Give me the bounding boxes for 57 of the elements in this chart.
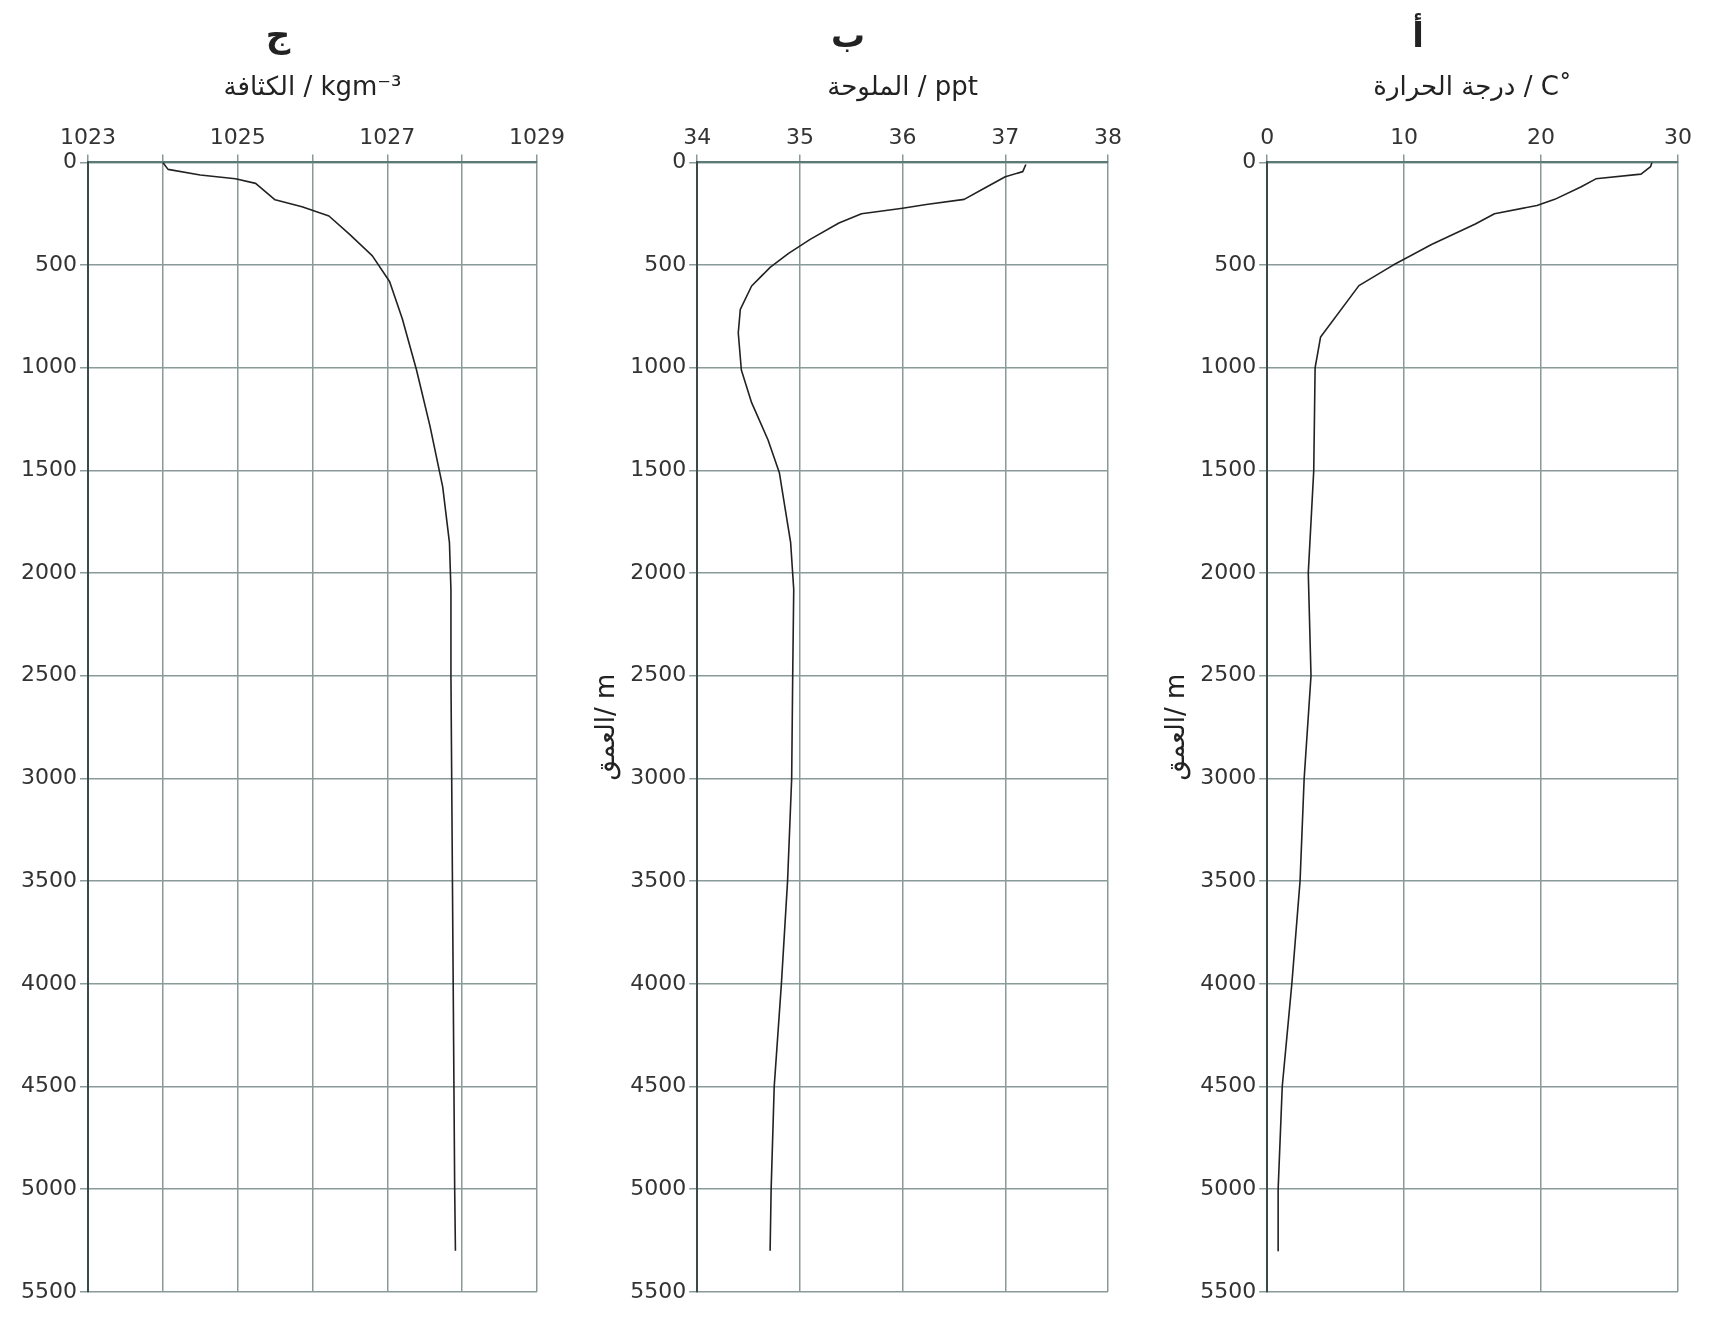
y-tick-label: 0 <box>672 148 687 174</box>
x-tick-label: 0 <box>1260 123 1275 149</box>
y-tick-label: 2000 <box>1200 558 1257 584</box>
x-tick-label: 1029 <box>509 123 566 149</box>
x-tick-label: 38 <box>1094 123 1122 149</box>
y-tick-label: 5000 <box>630 1174 687 1200</box>
y-tick-label: 5000 <box>20 1174 77 1200</box>
y-tick-label: 1000 <box>1200 353 1257 379</box>
chart-title: ب <box>830 15 866 56</box>
y-tick-label: 1000 <box>20 353 77 379</box>
y-tick-label: 4500 <box>20 1072 77 1098</box>
y-axis-title: العمق/ m <box>590 673 622 781</box>
y-tick-label: 1000 <box>630 353 687 379</box>
y-tick-label: 4500 <box>630 1072 687 1098</box>
y-tick-label: 3000 <box>20 764 77 790</box>
y-tick-label: 3000 <box>1200 764 1257 790</box>
y-tick-label: 2500 <box>630 661 687 687</box>
y-tick-label: 0 <box>62 148 77 174</box>
y-tick-label: 3500 <box>630 866 687 892</box>
y-tick-label: 1500 <box>630 456 687 482</box>
x-tick-label: 1023 <box>59 123 116 149</box>
y-tick-label: 3500 <box>20 866 77 892</box>
x-axis-title: الملوحة / ppt <box>827 71 978 103</box>
x-tick-label: 36 <box>888 123 917 149</box>
x-tick-label: 35 <box>785 123 814 149</box>
y-tick-label: 2000 <box>630 558 687 584</box>
y-tick-label: 4000 <box>630 969 687 995</box>
y-tick-label: 5500 <box>1200 1277 1257 1303</box>
chart-title: أ <box>1412 13 1424 56</box>
y-tick-label: 5500 <box>20 1277 77 1303</box>
y-tick-label: 2500 <box>1200 661 1257 687</box>
y-tick-label: 4000 <box>20 969 77 995</box>
y-tick-label: 0 <box>1242 148 1257 174</box>
y-tick-label: 1500 <box>20 456 77 482</box>
y-tick-label: 3000 <box>630 764 687 790</box>
y-tick-label: 3500 <box>1200 866 1257 892</box>
y-tick-label: 5500 <box>630 1277 687 1303</box>
x-tick-label: 34 <box>683 123 712 149</box>
x-tick-label: 10 <box>1390 123 1419 149</box>
x-tick-label: 1025 <box>209 123 266 149</box>
y-tick-label: 4000 <box>1200 969 1257 995</box>
chart-title: ج <box>265 15 291 56</box>
y-tick-label: 2000 <box>20 558 77 584</box>
y-tick-label: 500 <box>1214 250 1257 276</box>
y-tick-label: 1500 <box>1200 456 1257 482</box>
y-axis-title: العمق/ m <box>1160 673 1192 781</box>
y-tick-label: 2500 <box>20 661 77 687</box>
x-axis-title: درجة الحرارة / C˚ <box>1373 71 1572 103</box>
x-tick-label: 30 <box>1664 123 1692 149</box>
x-tick-label: 37 <box>991 123 1020 149</box>
x-tick-label: 1027 <box>359 123 416 149</box>
x-tick-label: 20 <box>1527 123 1556 149</box>
y-tick-label: 5000 <box>1200 1174 1257 1200</box>
x-axis-title: الكثافة / kgm⁻³ <box>223 71 402 102</box>
y-tick-label: 4500 <box>1200 1072 1257 1098</box>
y-tick-label: 500 <box>644 250 687 276</box>
y-tick-label: 500 <box>34 250 77 276</box>
